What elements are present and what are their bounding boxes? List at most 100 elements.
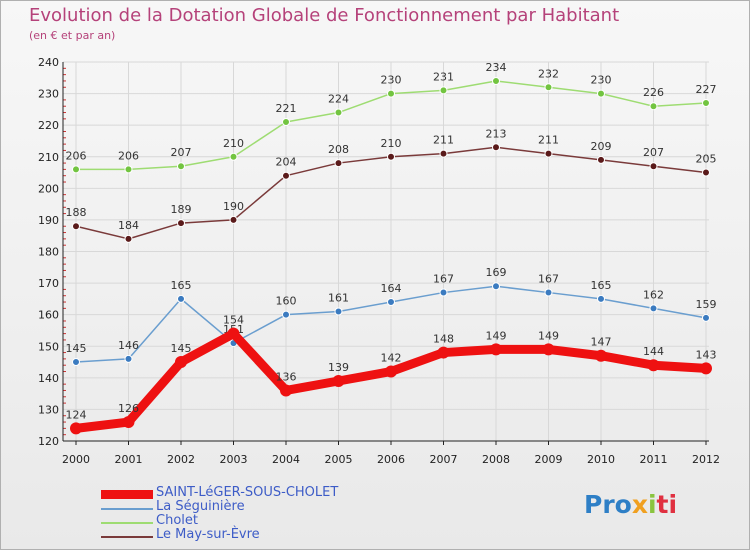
data-label-la-s-guini-re: 167: [433, 273, 454, 286]
data-label-le-may-sur-vre: 204: [276, 156, 297, 169]
y-tick-label: 160: [38, 309, 59, 322]
data-point-saint-l-ger-sous-cholet: [700, 362, 712, 375]
data-label-cholet: 207: [171, 146, 192, 159]
data-point-le-may-sur-vre: [702, 168, 710, 177]
x-tick-label: 2004: [272, 453, 300, 466]
data-label-la-s-guini-re: 165: [171, 279, 192, 292]
data-label-le-may-sur-vre: 188: [66, 206, 87, 219]
chart-subtitle: (en € et par an): [29, 29, 116, 42]
y-tick-label: 120: [38, 435, 59, 448]
data-label-cholet: 230: [381, 74, 402, 87]
data-label-cholet: 227: [696, 83, 717, 96]
y-tick-label: 140: [38, 372, 59, 385]
logo-part-4: ti: [656, 490, 678, 519]
data-point-le-may-sur-vre: [72, 222, 80, 231]
legend-swatch: [101, 508, 153, 510]
data-label-la-s-guini-re: 161: [328, 292, 349, 305]
data-point-saint-l-ger-sous-cholet: [332, 374, 345, 387]
x-tick-label: 2007: [430, 453, 458, 466]
data-label-le-may-sur-vre: 213: [486, 127, 507, 140]
data-label-cholet: 221: [276, 102, 297, 115]
data-point-saint-l-ger-sous-cholet: [175, 356, 187, 369]
data-label-cholet: 224: [328, 93, 349, 106]
y-tick-label: 170: [38, 277, 59, 290]
data-point-le-may-sur-vre: [544, 149, 553, 158]
data-point-saint-l-ger-sous-cholet: [490, 343, 502, 356]
data-point-cholet: [282, 118, 290, 127]
data-point-le-may-sur-vre: [282, 171, 290, 180]
data-label-la-s-guini-re: 165: [591, 279, 612, 292]
data-label-saint-l-ger-sous-cholet: 148: [433, 333, 454, 346]
x-tick-label: 2006: [377, 453, 405, 466]
data-label-saint-l-ger-sous-cholet: 139: [328, 361, 349, 374]
data-point-cholet: [492, 76, 500, 85]
data-label-saint-l-ger-sous-cholet: 145: [171, 342, 192, 355]
data-point-le-may-sur-vre: [334, 159, 343, 168]
data-label-le-may-sur-vre: 210: [381, 137, 402, 150]
data-point-cholet: [229, 152, 238, 161]
data-label-saint-l-ger-sous-cholet: 149: [486, 329, 507, 342]
x-tick-label: 2000: [62, 453, 90, 466]
data-point-la-s-guini-re: [387, 298, 395, 307]
data-label-saint-l-ger-sous-cholet: 124: [66, 408, 87, 421]
data-point-la-s-guini-re: [282, 310, 290, 319]
x-tick-label: 2009: [535, 453, 563, 466]
data-label-cholet: 230: [591, 74, 612, 87]
x-tick-label: 2001: [115, 453, 143, 466]
y-tick-label: 180: [38, 246, 59, 259]
legend-label: La Séguinière: [156, 499, 245, 514]
data-label-le-may-sur-vre: 207: [643, 146, 664, 159]
data-point-cholet: [124, 165, 133, 174]
data-point-saint-l-ger-sous-cholet: [227, 327, 240, 340]
data-label-le-may-sur-vre: 184: [118, 219, 139, 232]
data-point-la-s-guini-re: [492, 282, 500, 291]
data-label-le-may-sur-vre: 205: [696, 153, 717, 166]
legend-swatch: [101, 536, 153, 538]
y-tick-label: 240: [38, 56, 59, 69]
legend-swatch: [101, 490, 153, 499]
data-label-le-may-sur-vre: 190: [223, 200, 244, 213]
data-point-cholet: [72, 165, 80, 174]
data-point-saint-l-ger-sous-cholet: [280, 384, 292, 397]
data-point-le-may-sur-vre: [439, 149, 448, 158]
y-tick-label: 210: [38, 151, 59, 164]
x-tick-label: 2002: [167, 453, 195, 466]
data-point-saint-l-ger-sous-cholet: [385, 365, 397, 378]
data-label-la-s-guini-re: 145: [66, 342, 87, 355]
data-label-cholet: 210: [223, 137, 244, 150]
data-point-la-s-guini-re: [649, 304, 658, 313]
legend-label: Le May-sur-Èvre: [156, 527, 260, 542]
data-point-cholet: [387, 89, 395, 98]
data-label-saint-l-ger-sous-cholet: 147: [591, 336, 612, 349]
x-tick-label: 2010: [587, 453, 615, 466]
data-point-cholet: [702, 99, 710, 108]
data-label-cholet: 206: [118, 149, 139, 162]
data-label-le-may-sur-vre: 209: [591, 140, 612, 153]
x-tick-label: 2008: [482, 453, 510, 466]
data-label-le-may-sur-vre: 211: [538, 134, 559, 147]
legend-label: Cholet: [156, 513, 198, 528]
data-point-cholet: [597, 89, 605, 98]
data-point-la-s-guini-re: [439, 288, 448, 297]
data-label-saint-l-ger-sous-cholet: 136: [276, 370, 297, 383]
data-point-le-may-sur-vre: [229, 215, 238, 224]
data-label-saint-l-ger-sous-cholet: 144: [643, 345, 664, 358]
data-point-la-s-guini-re: [702, 313, 710, 322]
data-label-saint-l-ger-sous-cholet: 143: [696, 348, 717, 361]
data-point-la-s-guini-re: [72, 358, 80, 367]
data-label-la-s-guini-re: 162: [643, 288, 664, 301]
data-point-cholet: [334, 108, 343, 117]
data-point-saint-l-ger-sous-cholet: [122, 416, 135, 429]
data-label-cholet: 231: [433, 70, 454, 83]
y-tick-label: 230: [38, 88, 59, 101]
data-label-cholet: 232: [538, 67, 559, 80]
data-point-la-s-guini-re: [597, 294, 605, 303]
data-label-la-s-guini-re: 146: [118, 339, 139, 352]
data-point-cholet: [544, 83, 553, 92]
data-label-la-s-guini-re: 159: [696, 298, 717, 311]
y-tick-label: 130: [38, 403, 59, 416]
data-point-cholet: [177, 162, 185, 171]
data-label-saint-l-ger-sous-cholet: 154: [223, 314, 244, 327]
logo-part-2: x: [631, 490, 648, 519]
